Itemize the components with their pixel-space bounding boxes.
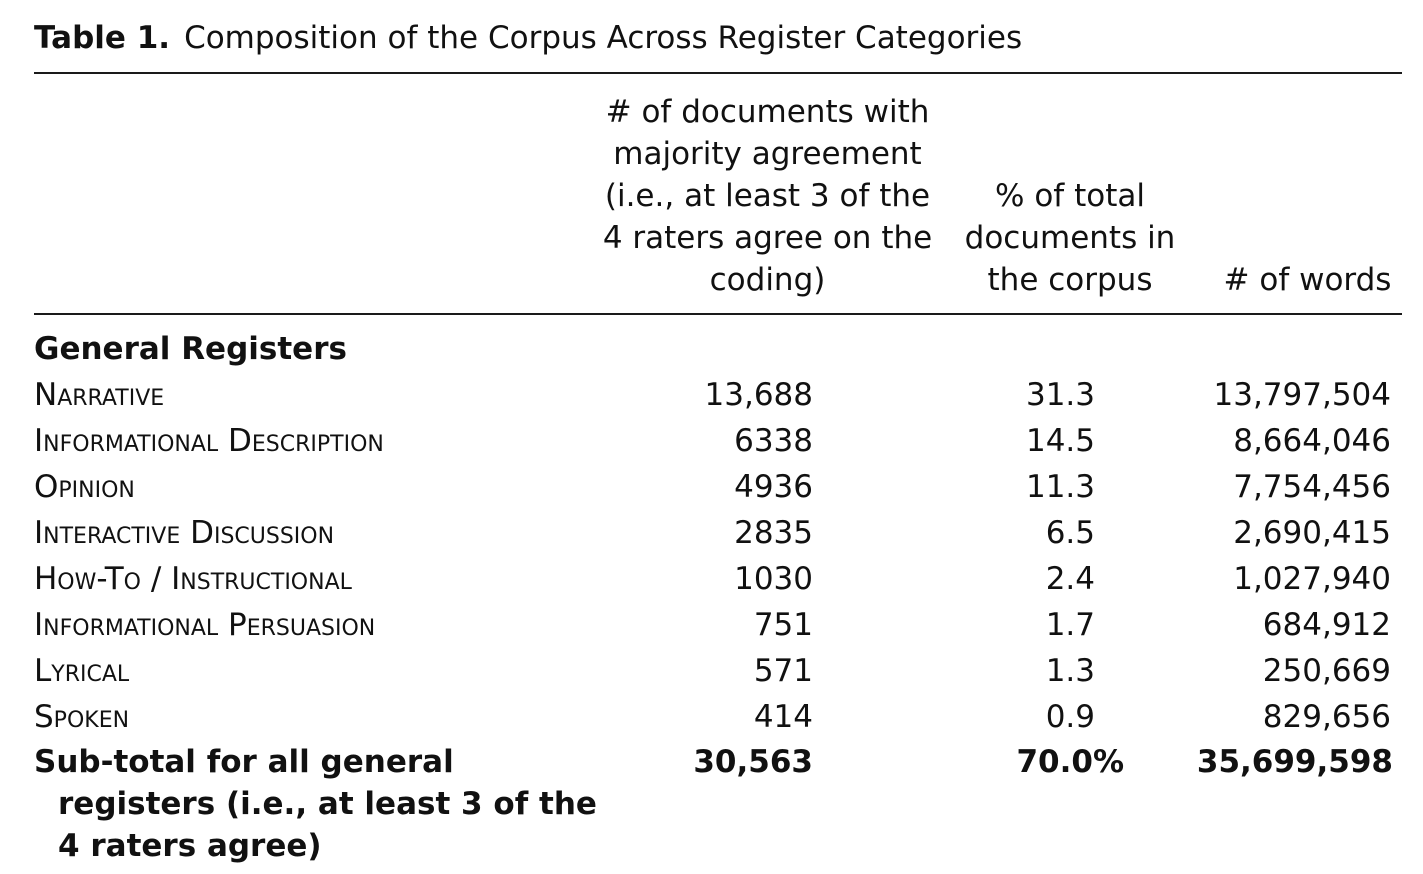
top-rule <box>34 72 1402 74</box>
column-header-percent: % of total documents in the corpus <box>964 178 1176 298</box>
table-row: Lyrical 571 1.3 250,669 <box>0 650 1423 696</box>
column-header-documents: # of documents with majority agreement (… <box>602 94 933 298</box>
row-documents: 6338 <box>734 423 813 459</box>
row-percent: 1.3 <box>1045 653 1095 689</box>
subtotal-label: Sub-total for all general registers (i.e… <box>34 741 597 867</box>
subtotal-percent: 70.0% <box>1016 744 1124 780</box>
header-rule <box>34 313 1402 315</box>
row-register-name: Lyrical <box>34 653 130 689</box>
row-percent: 2.4 <box>1045 561 1095 597</box>
subtotal-label-line: Sub-total for all general <box>34 744 454 780</box>
row-register-name: How-To / Instructional <box>34 561 352 597</box>
subtotal-words: 35,699,598 <box>1196 744 1393 780</box>
row-documents: 571 <box>753 653 813 689</box>
row-words: 2,690,415 <box>1233 515 1391 551</box>
row-words: 684,912 <box>1262 607 1391 643</box>
table-row: Informational Description 6338 14.5 8,66… <box>0 420 1423 466</box>
table-body: Narrative 13,688 31.3 13,797,504 Informa… <box>0 374 1423 742</box>
table-row: Spoken 414 0.9 829,656 <box>0 696 1423 742</box>
row-words: 13,797,504 <box>1213 377 1392 413</box>
row-documents: 1030 <box>734 561 813 597</box>
row-documents: 751 <box>753 607 813 643</box>
row-words: 250,669 <box>1262 653 1391 689</box>
row-documents: 4936 <box>734 469 813 505</box>
column-header-words: # of words <box>1223 262 1392 298</box>
row-words: 8,664,046 <box>1233 423 1391 459</box>
row-percent: 6.5 <box>1045 515 1095 551</box>
row-register-name: Informational Description <box>34 423 384 459</box>
section-title: General Registers <box>34 331 347 367</box>
table-row: Narrative 13,688 31.3 13,797,504 <box>0 374 1423 420</box>
table-caption-label: Table 1. <box>34 20 171 56</box>
table-caption: Table 1. Composition of the Corpus Across… <box>34 18 1022 58</box>
table-row: Opinion 4936 11.3 7,754,456 <box>0 466 1423 512</box>
table-row: Interactive Discussion 2835 6.5 2,690,41… <box>0 512 1423 558</box>
row-register-name: Spoken <box>34 699 130 735</box>
row-percent: 0.9 <box>1045 699 1095 735</box>
row-words: 1,027,940 <box>1233 561 1391 597</box>
row-words: 829,656 <box>1262 699 1391 735</box>
row-percent: 14.5 <box>1025 423 1095 459</box>
table-row: Informational Persuasion 751 1.7 684,912 <box>0 604 1423 650</box>
row-percent: 11.3 <box>1025 469 1095 505</box>
row-register-name: Informational Persuasion <box>34 607 376 643</box>
subtotal-documents: 30,563 <box>693 744 813 780</box>
table-row: How-To / Instructional 1030 2.4 1,027,94… <box>0 558 1423 604</box>
row-register-name: Interactive Discussion <box>34 515 335 551</box>
subtotal-label-line: registers (i.e., at least 3 of the <box>58 786 597 822</box>
row-percent: 31.3 <box>1025 377 1095 413</box>
subtotal-label-line: 4 raters agree) <box>58 828 322 864</box>
row-register-name: Narrative <box>34 377 165 413</box>
table-caption-title: Composition of the Corpus Across Registe… <box>184 20 1023 56</box>
row-percent: 1.7 <box>1045 607 1095 643</box>
row-documents: 2835 <box>734 515 813 551</box>
row-words: 7,754,456 <box>1233 469 1391 505</box>
row-register-name: Opinion <box>34 469 135 505</box>
row-documents: 414 <box>753 699 813 735</box>
row-documents: 13,688 <box>704 377 813 413</box>
